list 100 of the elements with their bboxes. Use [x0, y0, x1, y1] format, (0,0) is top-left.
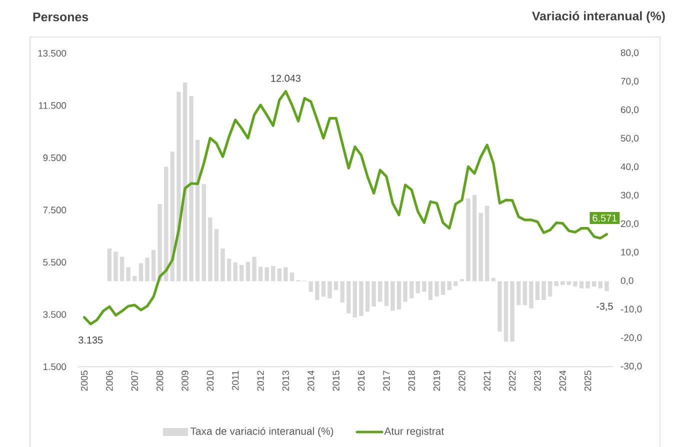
bar: [440, 281, 446, 295]
bar: [566, 281, 572, 285]
y2-tick-label: 50,0: [620, 134, 639, 143]
x-tick-label: 2007: [131, 370, 138, 391]
bar: [579, 281, 584, 288]
y-tick-label: 9.500: [43, 154, 66, 162]
data-label: 3.135: [78, 336, 103, 344]
y-axis-title: Persones: [33, 12, 88, 22]
x-tick-label: 2011: [232, 370, 239, 390]
bar: [510, 281, 514, 342]
y-tick-label: 3.500: [43, 311, 66, 318]
y2-axis-title: Variació interanual (%): [532, 11, 665, 23]
legend-label: Taxa de variació interanual (%): [190, 427, 334, 437]
x-tick-label: 2023: [534, 370, 541, 391]
bar: [340, 281, 344, 303]
bar: [359, 281, 364, 316]
bar: [346, 281, 351, 314]
x-tick-label: 2025: [584, 370, 592, 391]
bar: [114, 252, 118, 282]
bar: [158, 204, 162, 282]
bar: [107, 248, 112, 282]
x-tick-label: 2010: [206, 370, 214, 391]
bar: [208, 217, 212, 282]
bar: [321, 281, 326, 297]
x-tick-label: 2018: [408, 370, 415, 391]
bar: [478, 212, 483, 282]
bar: [454, 281, 458, 286]
y2-tick-label: -20,0: [620, 334, 642, 342]
bar: [498, 281, 502, 332]
bar: [328, 281, 332, 298]
bar: [472, 194, 477, 282]
x-tick-label: 2015: [332, 370, 340, 391]
x-tick-label: 2019: [433, 370, 440, 391]
bar: [120, 256, 124, 282]
bar: [560, 281, 565, 285]
y2-tick-label: -10,0: [620, 306, 642, 314]
bar: [308, 281, 313, 292]
y2-tick-label: 80,0: [620, 49, 639, 58]
bar: [548, 281, 552, 297]
bar: [535, 281, 540, 300]
bar: [447, 281, 452, 290]
y2-tick-label: 70,0: [621, 78, 639, 86]
y2-tick-label: 20,0: [620, 220, 639, 228]
bar: [516, 281, 521, 306]
bar: [396, 281, 402, 310]
bar: [403, 281, 408, 302]
bar: [416, 281, 420, 294]
bar: [604, 281, 609, 292]
y2-tick-label: 30,0: [620, 192, 639, 200]
x-tick-label: 2013: [282, 370, 290, 391]
y2-tick-label: 10,0: [621, 248, 639, 257]
bar: [258, 266, 263, 282]
x-tick-label: 2017: [383, 370, 390, 391]
bar: [176, 92, 181, 282]
x-tick-label: 2008: [156, 370, 164, 391]
bar: [586, 281, 590, 288]
bar: [554, 281, 558, 286]
data-label: 6.571: [592, 214, 617, 222]
x-tick-label: 2014: [308, 370, 314, 391]
bar: [529, 281, 534, 308]
bar: [151, 250, 156, 282]
bar: [246, 262, 250, 282]
bar: [145, 258, 150, 282]
bar: [126, 267, 130, 282]
bar: [573, 281, 578, 287]
bar: [384, 281, 389, 306]
x-tick-label: 2009: [182, 370, 188, 391]
x-tick-label: 2022: [508, 370, 516, 391]
bar: [372, 281, 376, 307]
data-label: 12.043: [271, 74, 301, 82]
bar: [485, 206, 490, 282]
bar: [334, 281, 338, 290]
bar: [271, 266, 276, 282]
bar: [598, 281, 603, 288]
bar: [182, 82, 188, 282]
x-tick-label: 2006: [106, 370, 113, 391]
bar: [138, 263, 144, 282]
bar: [422, 281, 426, 292]
bar: [290, 272, 294, 282]
x-tick-label: 2016: [358, 370, 365, 391]
y2-tick-label: 0,0: [620, 277, 634, 286]
bar: [365, 281, 370, 312]
bar: [504, 281, 508, 342]
bar: [264, 267, 269, 282]
y-tick-label: 1.500: [44, 363, 66, 370]
x-tick-label: 2012: [257, 370, 264, 391]
bar: [592, 281, 596, 287]
x-tick-label: 2020: [458, 370, 466, 391]
bar: [226, 258, 232, 282]
y2-tick-label: -30,0: [620, 362, 642, 371]
bar: [542, 281, 546, 300]
y2-tick-label: 60,0: [621, 106, 639, 114]
y-tick-label: 7.500: [43, 206, 66, 214]
bar: [522, 281, 527, 306]
bar: [315, 281, 320, 300]
data-label: -3,5: [596, 302, 613, 311]
bar: [277, 268, 282, 282]
bar: [214, 229, 219, 282]
bar: [202, 184, 206, 282]
bar: [352, 281, 358, 318]
